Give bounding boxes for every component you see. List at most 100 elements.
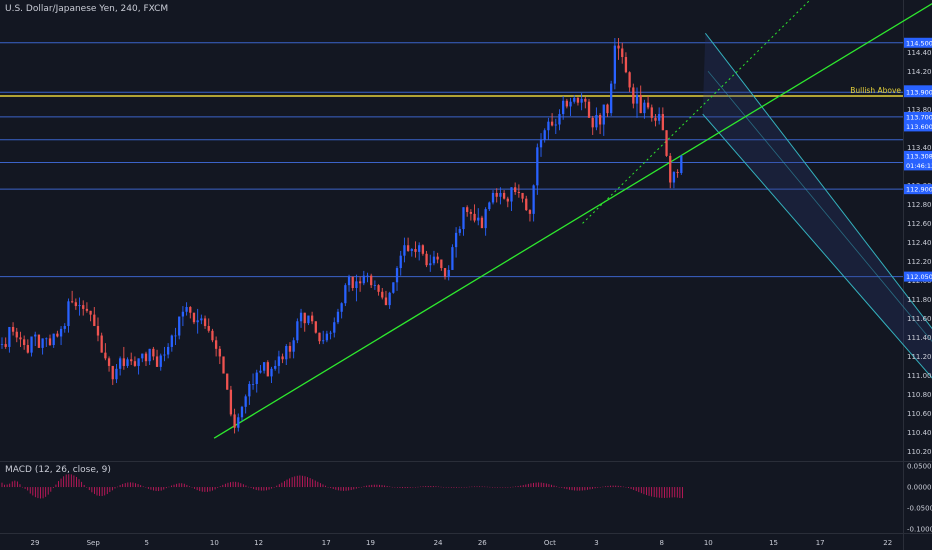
drawing-tools [213,0,932,439]
price-tick-label: 114.200 [907,68,932,76]
macd-histogram-bar [427,486,429,488]
macd-histogram-bar [561,487,563,488]
candle-body [344,285,347,304]
macd-histogram-bar [664,487,665,498]
macd-histogram-bar [456,487,457,488]
macd-histogram-bar [65,474,67,488]
macd-histogram-bar [430,486,432,488]
macd-histogram-bar [22,486,23,488]
candle-body [462,207,465,230]
price-tag-label: 01:46:13 [906,162,932,170]
macd-histogram-bar [679,487,681,499]
price-tag-box [904,184,932,195]
candle-body [11,326,15,332]
macd-histogram-bar [250,487,252,488]
macd-histogram-bar [499,487,501,488]
price-tag-box [904,121,932,132]
macd-histogram-bar [530,483,532,488]
macd-histogram-bar [443,487,445,488]
macd-histogram-bar [638,487,640,493]
candle-body [48,338,52,346]
candle-body [621,48,624,58]
macd-histogram-bar [45,487,47,497]
macd-histogram-bar [396,487,398,488]
macd-histogram-bar [230,482,231,488]
candle-body [358,281,362,284]
macd-histogram-bar [373,484,375,488]
candle-body [672,172,676,183]
candle-body [56,333,59,337]
macd-histogram-bar [548,484,550,488]
macd-histogram-bar [350,487,352,491]
macd-histogram-bar [604,486,606,488]
time-tick-label: 19 [366,539,375,547]
candle-body [658,114,661,121]
macd-histogram-bar [671,487,673,498]
candle-body [421,245,425,254]
macd-histogram-bar [581,487,583,491]
macd-histogram-bar [242,484,244,488]
macd-histogram-bar [515,486,516,488]
macd-histogram-bar [384,485,386,488]
macd-histogram-bar [407,487,409,488]
candle-body [514,187,517,193]
candle-body [266,362,269,377]
macd-histogram-bar [348,487,350,491]
price-tag-label: 113.600 [906,123,932,131]
macd-histogram-bar [299,475,301,488]
macd-histogram-bar [27,487,29,491]
macd-histogram-bar [345,487,347,491]
macd-histogram-bar [563,487,565,489]
candle-body [200,318,203,321]
price-tick-label: 111.600 [907,315,932,323]
time-tick-label: 10 [704,539,713,547]
macd-histogram-bar [319,483,321,488]
candle-body [617,45,620,49]
candle-body [347,276,351,286]
candle-body [517,192,521,193]
bullish-level-label: Bullish Above [850,86,901,95]
price-tag-box [904,37,932,48]
price-tick-label: 112.400 [907,239,932,247]
candle-body [141,353,144,359]
candle-body [207,326,210,331]
candle-body [480,217,484,229]
candle-body [240,406,244,418]
time-tick-label: 8 [659,539,663,547]
macd-histogram-bar [574,487,576,491]
price-tick-label: 114.400 [907,49,932,57]
price-tick-label: 112.800 [907,201,932,209]
macd-histogram-bar [1,482,3,488]
macd-histogram-bar [571,487,573,491]
candle-body [104,352,107,359]
candle-body [532,185,535,214]
macd-histogram-bar [147,487,149,489]
macd-histogram-bar [183,483,185,488]
price-tag-label: 113.308 [906,152,932,160]
macd-histogram-bar [417,486,419,488]
candle-body [111,365,114,380]
macd-histogram-bar [286,479,288,488]
macd-histogram-bar [466,486,468,488]
candle-body [203,318,207,327]
macd-histogram-bar [589,487,591,490]
macd-histogram-bar [312,479,314,488]
macd-histogram-bar [163,487,165,490]
candle-body [624,57,628,73]
horizontal-levels: Bullish Above [0,42,903,278]
macd-histogram-bar [533,482,534,488]
candle-body [595,115,598,128]
macd-histogram-bar [258,487,260,491]
candle-body [606,104,609,114]
macd-histogram-bar [525,484,527,488]
macd-histogram-bar [504,487,506,488]
macd-histogram-bar [117,486,118,488]
candle-body [628,72,631,88]
candle-body [521,192,524,199]
macd-tick-label: 0.0500 [907,463,932,471]
candle-body [613,45,616,84]
macd-histogram-bar [394,487,396,488]
